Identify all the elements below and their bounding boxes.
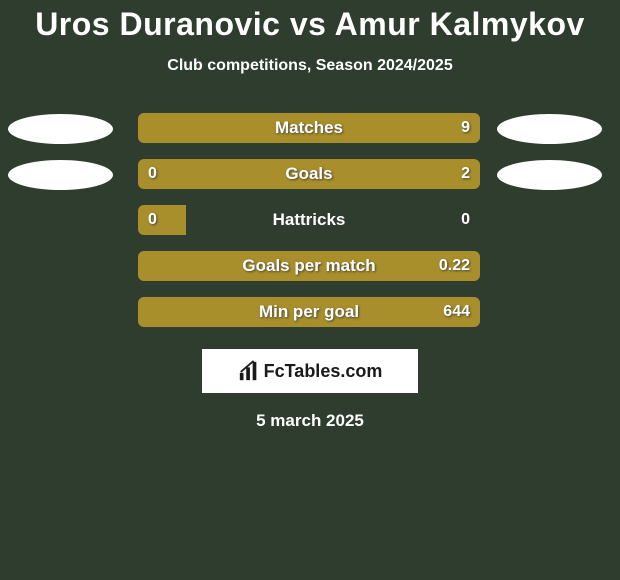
- bar-track: [138, 205, 480, 235]
- player-avatar-left: [8, 160, 113, 190]
- branding-badge: FcTables.com: [202, 349, 418, 393]
- stat-row: Goals per match0.22: [0, 251, 620, 297]
- bar-track: [138, 113, 480, 143]
- bar-right: [200, 159, 480, 189]
- bar-right: [138, 251, 480, 281]
- bar-track: [138, 159, 480, 189]
- bar-right: [138, 297, 480, 327]
- bars-icon: [238, 360, 260, 382]
- page-title: Uros Duranovic vs Amur Kalmykov: [0, 0, 620, 43]
- bar-track: [138, 251, 480, 281]
- bar-left: [138, 159, 200, 189]
- player-avatar-right: [497, 160, 602, 190]
- comparison-chart: Matches9Goals02Hattricks00Goals per matc…: [0, 113, 620, 343]
- bar-right: [138, 113, 480, 143]
- stat-row: Goals02: [0, 159, 620, 205]
- branding-text: FcTables.com: [264, 361, 383, 382]
- bar-track: [138, 297, 480, 327]
- date-label: 5 march 2025: [0, 411, 620, 431]
- player-avatar-right: [497, 114, 602, 144]
- stat-row: Hattricks00: [0, 205, 620, 251]
- subtitle: Club competitions, Season 2024/2025: [0, 57, 620, 75]
- player-avatar-left: [8, 114, 113, 144]
- stat-row: Matches9: [0, 113, 620, 159]
- bar-left: [138, 205, 186, 235]
- stat-row: Min per goal644: [0, 297, 620, 343]
